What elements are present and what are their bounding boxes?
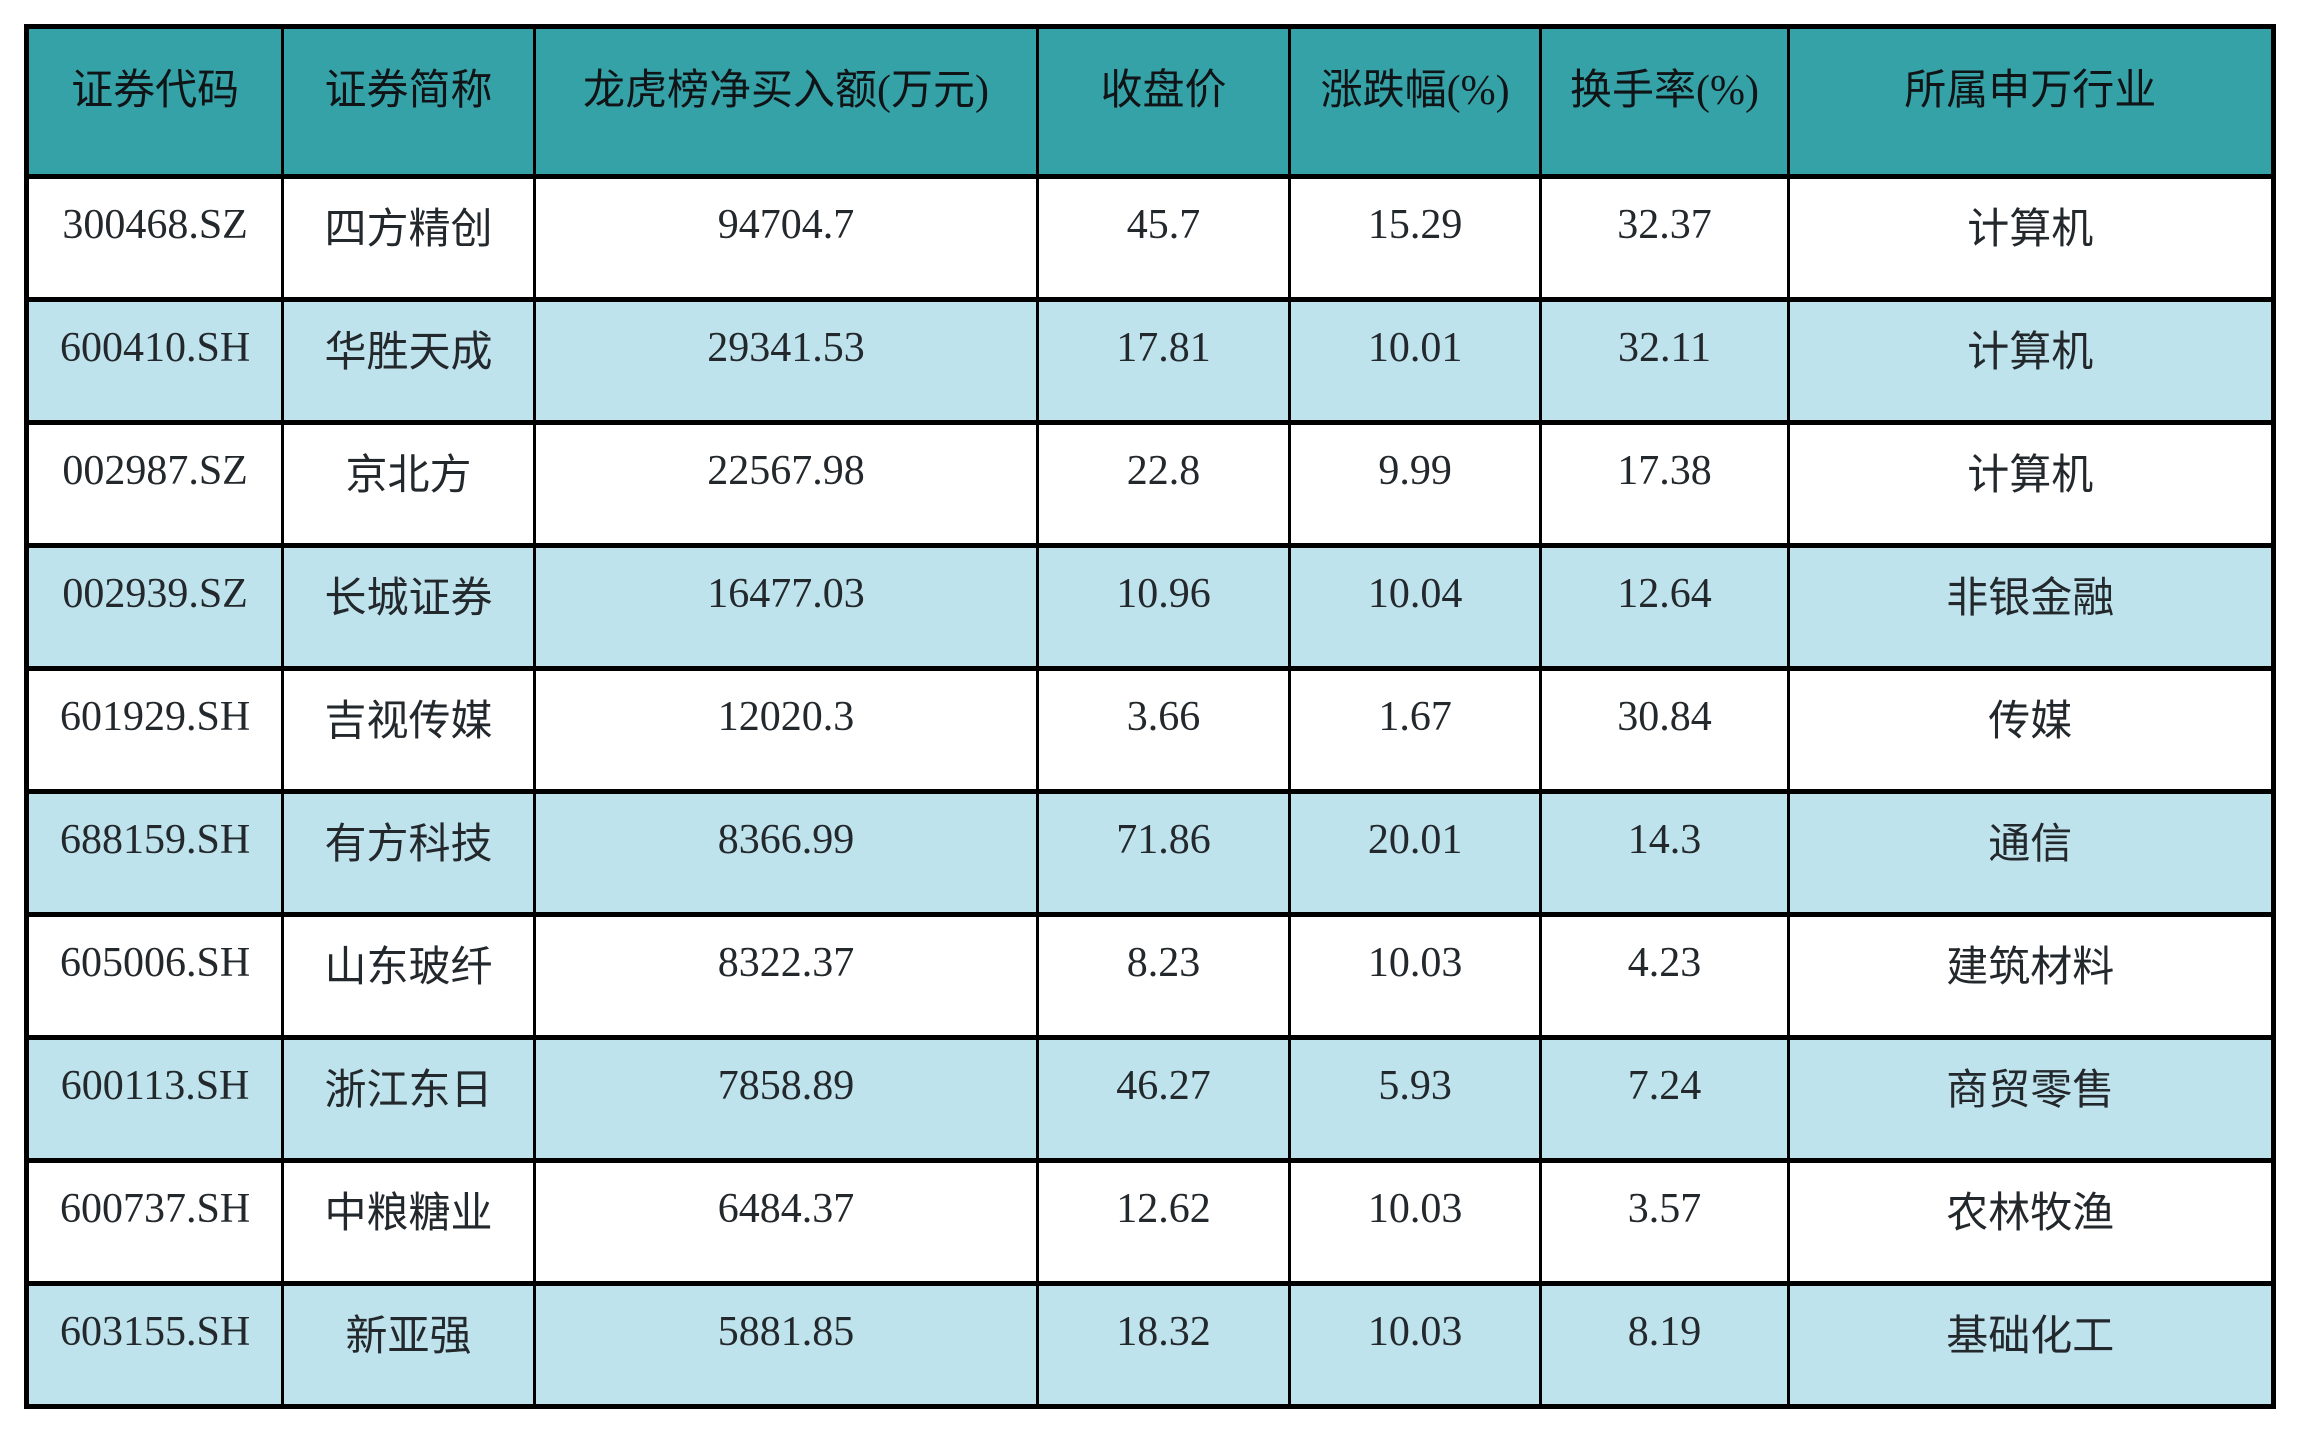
turnover-rate-cell: 14.3 bbox=[1539, 789, 1790, 917]
change-percent-cell: 20.01 bbox=[1287, 789, 1543, 917]
header-row: 证券代码 证券简称 龙虎榜净买入额(万元) 收盘价 涨跌幅(%) 换手率(%) … bbox=[24, 24, 2276, 179]
turnover-rate-cell: 30.84 bbox=[1539, 666, 1790, 794]
col-header-turnover-rate: 换手率(%) bbox=[1539, 24, 1790, 179]
security-name-cell: 中粮糖业 bbox=[281, 1158, 536, 1286]
security-code-cell: 300468.SZ bbox=[24, 174, 285, 302]
security-name-cell: 华胜天成 bbox=[281, 297, 536, 425]
turnover-rate-cell: 32.37 bbox=[1539, 174, 1790, 302]
col-header-close-price: 收盘价 bbox=[1036, 24, 1291, 179]
security-name-cell: 山东玻纤 bbox=[281, 912, 536, 1040]
net-buy-amount-cell: 8366.99 bbox=[532, 789, 1040, 917]
sw-industry-cell: 计算机 bbox=[1786, 420, 2276, 548]
sw-industry-cell: 非银金融 bbox=[1786, 543, 2276, 671]
close-price-cell: 22.8 bbox=[1036, 420, 1291, 548]
security-name-cell: 有方科技 bbox=[281, 789, 536, 917]
change-percent-cell: 15.29 bbox=[1287, 174, 1543, 302]
net-buy-amount-cell: 8322.37 bbox=[532, 912, 1040, 1040]
security-code-cell: 688159.SH bbox=[24, 789, 285, 917]
change-percent-cell: 5.93 bbox=[1287, 1035, 1543, 1163]
table-row: 002987.SZ 京北方 22567.98 22.8 9.99 17.38 计算机 bbox=[24, 420, 2276, 548]
net-buy-amount-cell: 29341.53 bbox=[532, 297, 1040, 425]
sw-industry-cell: 商贸零售 bbox=[1786, 1035, 2276, 1163]
security-name-cell: 吉视传媒 bbox=[281, 666, 536, 794]
close-price-cell: 12.62 bbox=[1036, 1158, 1291, 1286]
close-price-cell: 71.86 bbox=[1036, 789, 1291, 917]
col-header-security-name: 证券简称 bbox=[281, 24, 536, 179]
turnover-rate-cell: 7.24 bbox=[1539, 1035, 1790, 1163]
col-header-net-buy-amount: 龙虎榜净买入额(万元) bbox=[532, 24, 1040, 179]
sw-industry-cell: 建筑材料 bbox=[1786, 912, 2276, 1040]
turnover-rate-cell: 3.57 bbox=[1539, 1158, 1790, 1286]
sw-industry-cell: 基础化工 bbox=[1786, 1281, 2276, 1409]
security-code-cell: 600410.SH bbox=[24, 297, 285, 425]
close-price-cell: 18.32 bbox=[1036, 1281, 1291, 1409]
close-price-cell: 45.7 bbox=[1036, 174, 1291, 302]
security-name-cell: 新亚强 bbox=[281, 1281, 536, 1409]
close-price-cell: 46.27 bbox=[1036, 1035, 1291, 1163]
turnover-rate-cell: 4.23 bbox=[1539, 912, 1790, 1040]
close-price-cell: 10.96 bbox=[1036, 543, 1291, 671]
net-buy-amount-cell: 6484.37 bbox=[532, 1158, 1040, 1286]
turnover-rate-cell: 8.19 bbox=[1539, 1281, 1790, 1409]
net-buy-amount-cell: 22567.98 bbox=[532, 420, 1040, 548]
close-price-cell: 8.23 bbox=[1036, 912, 1291, 1040]
col-header-sw-industry: 所属申万行业 bbox=[1786, 24, 2276, 179]
data-table: 证券代码 证券简称 龙虎榜净买入额(万元) 收盘价 涨跌幅(%) 换手率(%) … bbox=[24, 24, 2276, 1409]
change-percent-cell: 10.01 bbox=[1287, 297, 1543, 425]
security-code-cell: 605006.SH bbox=[24, 912, 285, 1040]
security-name-cell: 四方精创 bbox=[281, 174, 536, 302]
turnover-rate-cell: 17.38 bbox=[1539, 420, 1790, 548]
sw-industry-cell: 通信 bbox=[1786, 789, 2276, 917]
col-header-security-code: 证券代码 bbox=[24, 24, 285, 179]
change-percent-cell: 1.67 bbox=[1287, 666, 1543, 794]
security-code-cell: 002987.SZ bbox=[24, 420, 285, 548]
security-code-cell: 600737.SH bbox=[24, 1158, 285, 1286]
security-name-cell: 浙江东日 bbox=[281, 1035, 536, 1163]
sw-industry-cell: 传媒 bbox=[1786, 666, 2276, 794]
table-row: 600737.SH 中粮糖业 6484.37 12.62 10.03 3.57 农林牧渔 bbox=[24, 1158, 2276, 1286]
net-buy-amount-cell: 5881.85 bbox=[532, 1281, 1040, 1409]
security-code-cell: 600113.SH bbox=[24, 1035, 285, 1163]
change-percent-cell: 10.03 bbox=[1287, 1158, 1543, 1286]
table-body: 300468.SZ 四方精创 94704.7 45.7 15.29 32.37 计算机 600… bbox=[24, 174, 2276, 1409]
sw-industry-cell: 计算机 bbox=[1786, 174, 2276, 302]
close-price-cell: 17.81 bbox=[1036, 297, 1291, 425]
change-percent-cell: 10.04 bbox=[1287, 543, 1543, 671]
table-row: 002939.SZ 长城证券 16477.03 10.96 10.04 12.64 非银金融 bbox=[24, 543, 2276, 671]
turnover-rate-cell: 32.11 bbox=[1539, 297, 1790, 425]
table-row: 688159.SH 有方科技 8366.99 71.86 20.01 14.3 通信 bbox=[24, 789, 2276, 917]
turnover-rate-cell: 12.64 bbox=[1539, 543, 1790, 671]
table-row: 300468.SZ 四方精创 94704.7 45.7 15.29 32.37 计算机 bbox=[24, 174, 2276, 302]
security-code-cell: 002939.SZ bbox=[24, 543, 285, 671]
table-row: 600113.SH 浙江东日 7858.89 46.27 5.93 7.24 商贸零售 bbox=[24, 1035, 2276, 1163]
stock-dragon-tiger-table: 证券代码 证券简称 龙虎榜净买入额(万元) 收盘价 涨跌幅(%) 换手率(%) … bbox=[24, 24, 2276, 1409]
col-header-change-percent: 涨跌幅(%) bbox=[1287, 24, 1543, 179]
table-row: 601929.SH 吉视传媒 12020.3 3.66 1.67 30.84 传媒 bbox=[24, 666, 2276, 794]
table-row: 605006.SH 山东玻纤 8322.37 8.23 10.03 4.23 建筑材料 bbox=[24, 912, 2276, 1040]
net-buy-amount-cell: 94704.7 bbox=[532, 174, 1040, 302]
change-percent-cell: 9.99 bbox=[1287, 420, 1543, 548]
table-row: 600410.SH 华胜天成 29341.53 17.81 10.01 32.11 计算机 bbox=[24, 297, 2276, 425]
net-buy-amount-cell: 12020.3 bbox=[532, 666, 1040, 794]
security-code-cell: 601929.SH bbox=[24, 666, 285, 794]
net-buy-amount-cell: 7858.89 bbox=[532, 1035, 1040, 1163]
net-buy-amount-cell: 16477.03 bbox=[532, 543, 1040, 671]
security-name-cell: 长城证券 bbox=[281, 543, 536, 671]
sw-industry-cell: 农林牧渔 bbox=[1786, 1158, 2276, 1286]
table-row: 603155.SH 新亚强 5881.85 18.32 10.03 8.19 基础化工 bbox=[24, 1281, 2276, 1409]
security-code-cell: 603155.SH bbox=[24, 1281, 285, 1409]
change-percent-cell: 10.03 bbox=[1287, 912, 1543, 1040]
change-percent-cell: 10.03 bbox=[1287, 1281, 1543, 1409]
sw-industry-cell: 计算机 bbox=[1786, 297, 2276, 425]
close-price-cell: 3.66 bbox=[1036, 666, 1291, 794]
security-name-cell: 京北方 bbox=[281, 420, 536, 548]
